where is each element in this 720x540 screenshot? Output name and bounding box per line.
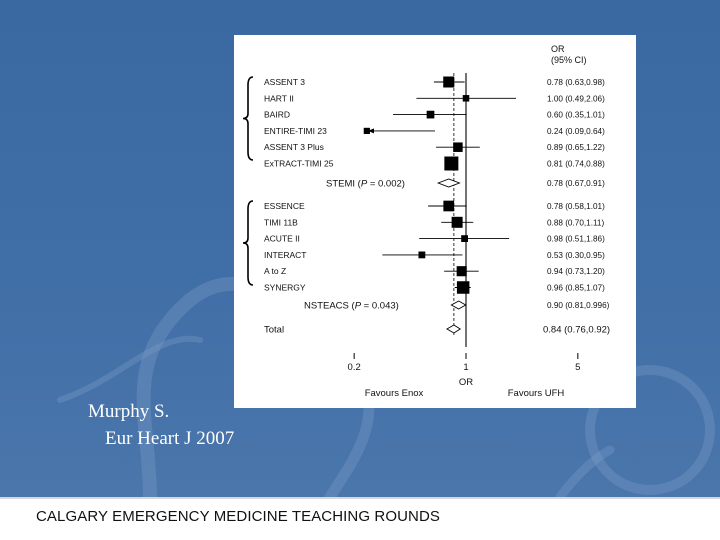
nsteacs-acute-ii-ci-text: 0.98 (0.51,1.86): [547, 235, 605, 244]
total-label: Total: [264, 325, 284, 336]
nsteacs-a-to-z-marker: [456, 266, 467, 277]
nsteacs-essence-marker: [443, 200, 455, 212]
nsteacs-synergy-marker: [456, 281, 470, 294]
citation: Murphy S. Eur Heart J 2007: [88, 398, 234, 452]
stethoscope-earpiece: [57, 335, 203, 403]
total-diamond: [446, 324, 462, 334]
stemi-entire-timi-23-marker: [363, 127, 370, 134]
stethoscope-tube-bottom: [555, 445, 615, 497]
nsteacs-synergy-ci-text: 0.96 (0.85,1.07): [547, 284, 605, 293]
stemi-group-brace: [242, 76, 254, 161]
stemi-extract-timi-25-marker: [444, 156, 459, 171]
stemi-baird-ci-text: 0.60 (0.35,1.01): [547, 111, 605, 120]
stemi-assent-3-plus-label: ASSENT 3 Plus: [264, 142, 324, 152]
stemi-assent-3-ci-text: 0.78 (0.63,0.98): [547, 78, 605, 87]
nsteacs-interact-ci-text: 0.53 (0.30,0.95): [547, 251, 605, 260]
nsteacs-a-to-z-label: A to Z: [264, 266, 286, 276]
nsteacs-group-brace: [242, 200, 254, 286]
nsteacs-essence-label: ESSENCE: [264, 201, 305, 211]
stemi-extract-timi-25-ci-text: 0.81 (0.74,0.88): [547, 160, 605, 169]
stemi-hart-ii-ci-text: 1.00 (0.49,2.06): [547, 94, 605, 103]
nsteacs-synergy-label: SYNERGY: [264, 283, 306, 293]
stemi-baird-label: BAIRD: [264, 110, 290, 120]
stemi-entire-timi-23-label: ENTIRE-TIMI 23: [264, 126, 327, 136]
stethoscope-chestpiece: [585, 365, 715, 495]
citation-journal: Eur Heart J 2007: [105, 428, 235, 449]
footer-text: CALGARY EMERGENCY MEDICINE TEACHING ROUN…: [36, 508, 440, 525]
nsteacs-summary-label: NSTEACS (P = 0.043): [304, 301, 399, 312]
forest-plot-figure: OR (95% CI) ASSENT 3 0.78 (0.63,0.98) HART I…: [234, 35, 636, 408]
nsteacs-summary-diamond: [450, 300, 467, 310]
x-axis-label: OR: [459, 377, 473, 388]
x-axis-left-label: Favours Enox: [365, 388, 424, 399]
stemi-summary-ci-text: 0.78 (0.67,0.91): [547, 179, 605, 188]
citation-author: Murphy S.: [88, 401, 170, 422]
stemi-summary-label: STEMI (P = 0.002): [326, 179, 405, 190]
ci-header-or: OR: [551, 44, 565, 54]
stemi-entire-timi-23-ci-text: 0.24 (0.09,0.64): [547, 127, 605, 136]
ci-header-ci: (95% CI): [551, 55, 587, 65]
footer-divider: [0, 497, 720, 499]
nsteacs-summary-ci-text: 0.90 (0.81,0.996): [547, 301, 610, 310]
nsteacs-interact-marker: [418, 251, 426, 259]
nsteacs-acute-ii-marker: [461, 235, 468, 242]
stemi-assent-3-label: ASSENT 3: [264, 77, 305, 87]
stemi-assent-3-plus-marker: [453, 142, 463, 152]
nsteacs-timi-11b-marker: [451, 216, 463, 228]
stemi-summary-diamond: [436, 178, 461, 188]
nsteacs-interact-label: INTERACT: [264, 250, 307, 260]
x-tick-label-5: 5: [575, 362, 580, 373]
x-tick-label-1: 1: [463, 362, 468, 373]
nsteacs-a-to-z-ci-text: 0.94 (0.73,1.20): [547, 267, 605, 276]
total-ci-text: 0.84 (0.76,0.92): [543, 325, 610, 336]
stemi-entire-timi-23-ci-arrow: [368, 128, 374, 134]
nsteacs-timi-11b-label: TIMI 11B: [264, 217, 298, 227]
stemi-hart-ii-label: HART II: [264, 93, 294, 103]
nsteacs-timi-11b-ci-text: 0.88 (0.70,1.11): [547, 218, 604, 227]
stemi-hart-ii-marker: [462, 95, 470, 102]
forest-plot-chart: OR(95% CI)ASSENT 3 0.78 (0.63,0.98)HART I…: [242, 44, 610, 399]
stemi-baird-marker: [426, 110, 435, 119]
nsteacs-essence-ci-text: 0.78 (0.58,1.01): [547, 202, 605, 211]
stemi-extract-timi-25-label: ExTRACT-TIMI 25: [264, 159, 334, 169]
stemi-assent-3-plus-ci-text: 0.89 (0.65,1.22): [547, 143, 605, 152]
x-tick-label-0-2: 0.2: [348, 362, 361, 373]
nsteacs-acute-ii-label: ACUTE II: [264, 234, 300, 244]
x-axis-right-label: Favours UFH: [508, 388, 565, 399]
stemi-assent-3-marker: [443, 76, 455, 88]
